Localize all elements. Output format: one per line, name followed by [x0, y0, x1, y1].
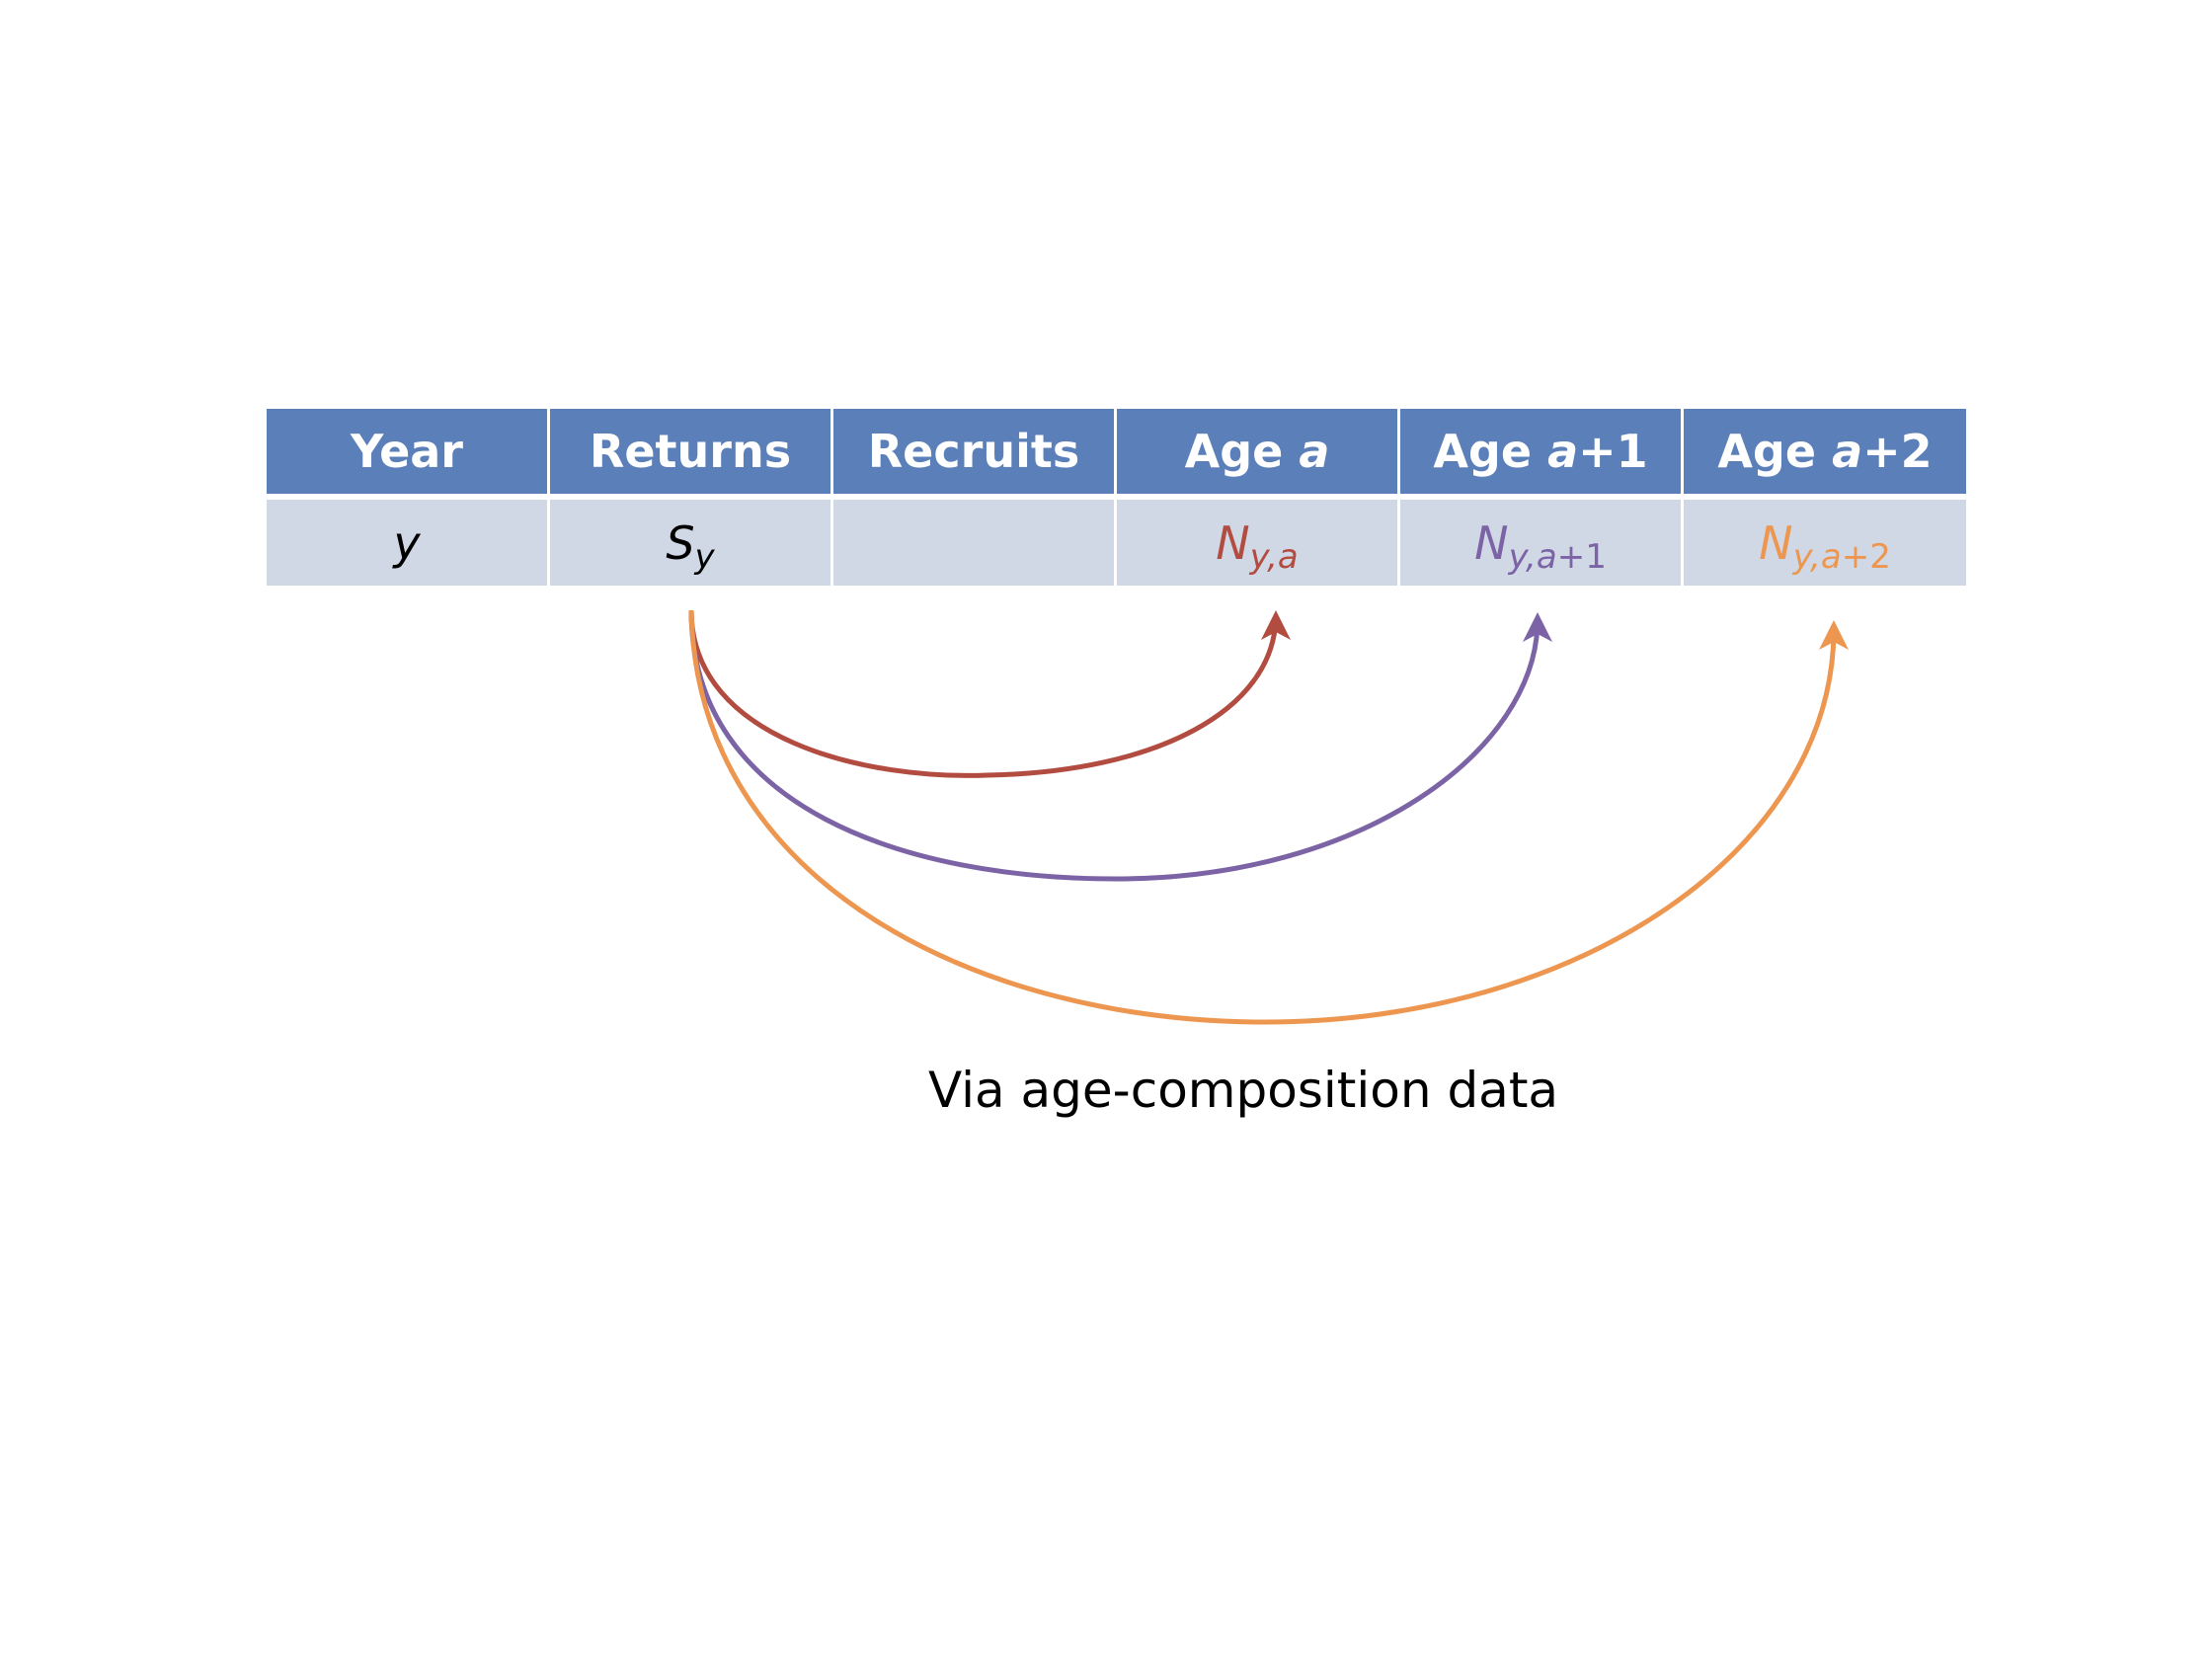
- cell-returns-sub: y: [694, 536, 715, 577]
- cell-age-a1-sub: y,a+1: [1509, 537, 1607, 577]
- header-age-a-var: a: [1299, 425, 1330, 478]
- header-age-a2-var: a: [1832, 425, 1863, 478]
- cell-age-a-sub: y,a: [1250, 537, 1299, 577]
- cell-returns-base: S: [666, 515, 695, 570]
- cell-age-a2-sub: y,a+2: [1793, 537, 1891, 577]
- header-returns-label: Returns: [589, 425, 792, 478]
- cell-recruits: [833, 500, 1114, 586]
- cell-age-a2-sub-suffix: +2: [1841, 536, 1891, 577]
- header-age-a2-prefix: Age: [1717, 425, 1833, 478]
- header-age-a-prefix: Age: [1184, 425, 1300, 478]
- cell-year: y: [267, 500, 547, 586]
- header-age-a2-suffix: +2: [1862, 425, 1933, 478]
- header-recruits-label: Recruits: [867, 425, 1080, 478]
- cell-age-a2-base: N: [1759, 515, 1793, 570]
- cell-age-a2-sub-var: y,a: [1792, 536, 1842, 577]
- arrow-to-age-a1: [688, 609, 1540, 882]
- header-recruits: Recruits: [833, 409, 1114, 494]
- header-age-a: Age a: [1117, 409, 1397, 494]
- header-returns: Returns: [550, 409, 830, 494]
- cell-year-value: y: [393, 515, 421, 570]
- arrowhead-age-a2: [1819, 620, 1849, 650]
- arrowhead-age-a1: [1523, 612, 1552, 642]
- cell-age-a-base: N: [1216, 515, 1250, 570]
- caption: Via age-composition data: [928, 1062, 1559, 1119]
- arrow-to-age-a: [688, 609, 1279, 778]
- arrow-to-age-a2: [688, 609, 1837, 1025]
- header-age-a2: Age a +2: [1684, 409, 1966, 494]
- header-age-a1: Age a +1: [1400, 409, 1681, 494]
- cell-age-a1-sub-suffix: +1: [1556, 536, 1607, 577]
- header-age-a1-prefix: Age: [1433, 425, 1548, 478]
- arrowhead-age-a: [1261, 610, 1291, 640]
- cell-age-a1-base: N: [1474, 515, 1509, 570]
- header-year: Year: [267, 409, 547, 494]
- cell-age-a-sub-var: y,a: [1249, 536, 1299, 577]
- header-age-a1-var: a: [1547, 425, 1579, 478]
- header-year-label: Year: [350, 425, 463, 478]
- cell-age-a1-sub-var: y,a: [1508, 536, 1557, 577]
- header-age-a1-suffix: +1: [1578, 425, 1648, 478]
